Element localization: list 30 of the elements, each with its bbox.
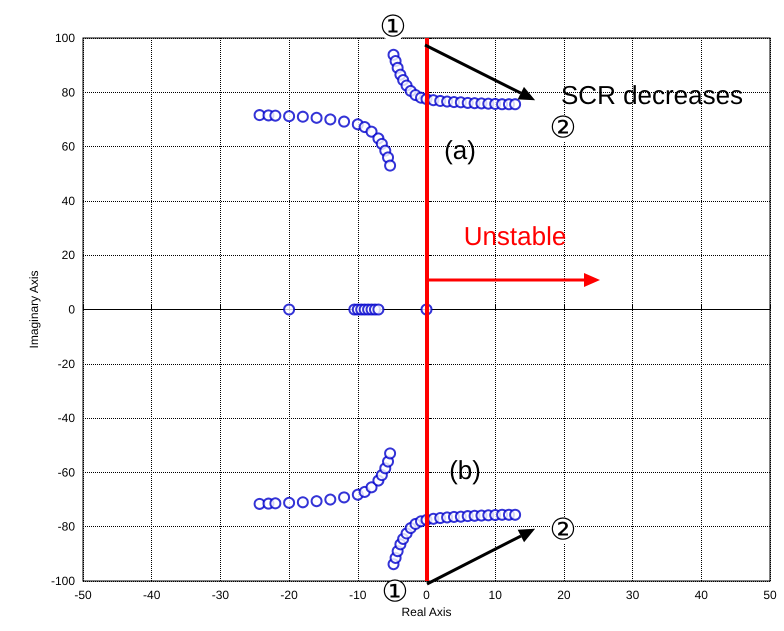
annotation: (a) <box>444 135 476 165</box>
y-tick-label: 60 <box>62 140 76 154</box>
x-tick-label: 30 <box>626 588 640 602</box>
x-tick-label: -40 <box>143 588 161 602</box>
x-tick-label: 20 <box>557 588 571 602</box>
y-tick-label: -80 <box>58 520 76 534</box>
annotation: ② <box>550 514 576 546</box>
x-tick-label: 40 <box>694 588 708 602</box>
y-tick-label: 40 <box>62 194 76 208</box>
x-tick-label: 10 <box>488 588 502 602</box>
annotation: ② <box>550 112 576 144</box>
x-tick-label: -50 <box>74 588 92 602</box>
annotation: SCR decreases <box>560 80 744 110</box>
y-tick-label: 0 <box>68 302 76 316</box>
x-tick-label: 50 <box>763 588 777 602</box>
x-tick-label: -10 <box>349 588 367 602</box>
y-tick-label: -60 <box>58 465 76 480</box>
x-tick-label: -30 <box>212 588 230 602</box>
x-tick-label: 0 <box>423 588 430 602</box>
y-axis-title: Imaginary Axis <box>27 270 42 349</box>
y-tick-label: 100 <box>54 31 76 45</box>
annotation: Unstable <box>464 221 566 251</box>
y-tick-label: 80 <box>62 85 76 100</box>
y-tick-label: -100 <box>50 574 76 588</box>
annotation: (b) <box>449 455 481 485</box>
annotation: ① <box>380 10 406 44</box>
x-tick-label: -20 <box>280 588 298 602</box>
y-tick-label: -40 <box>58 411 76 426</box>
y-tick-label: -20 <box>58 356 76 371</box>
y-tick-label: 20 <box>62 248 76 262</box>
